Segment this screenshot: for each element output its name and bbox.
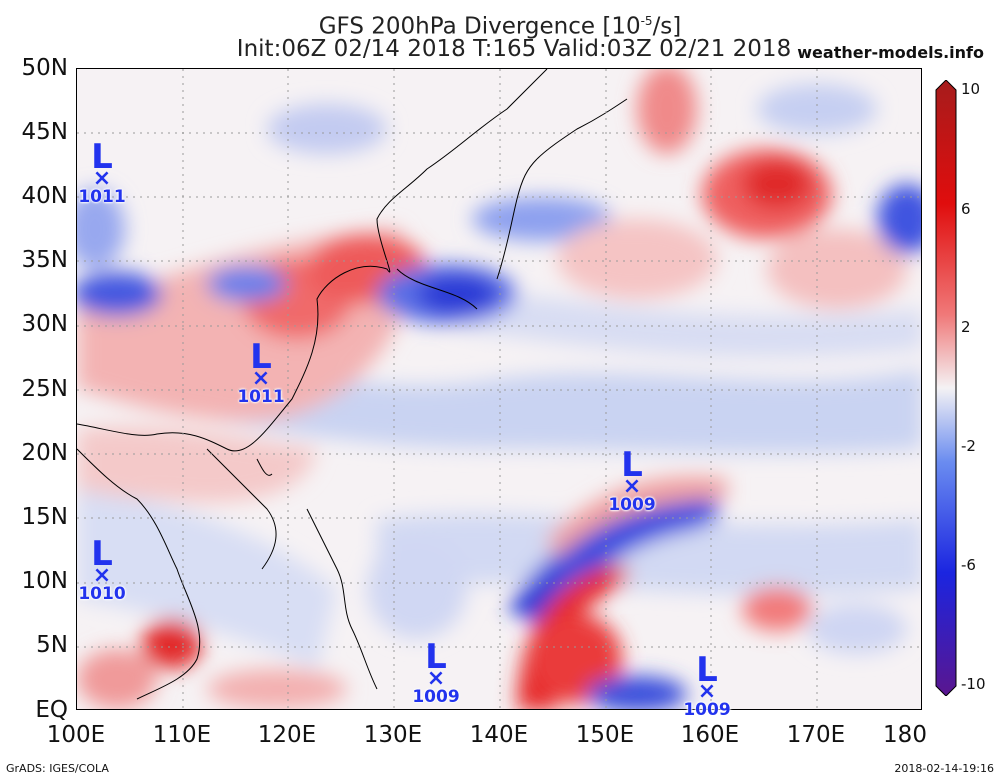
low-pressure: 1009	[412, 687, 460, 707]
low-center-x: ×	[622, 474, 642, 499]
colorbar-label: 10	[961, 80, 981, 98]
colorbar-label: 2	[961, 318, 971, 336]
lon-label: 100E	[46, 722, 106, 748]
colorbar-label: -10	[961, 675, 986, 693]
lon-label: 160E	[680, 722, 740, 748]
footer-timestamp: 2018-02-14-19:16	[894, 762, 994, 775]
low-symbol: L	[91, 534, 113, 574]
lon-label: 110E	[152, 722, 212, 748]
low-center-x: ×	[92, 166, 112, 191]
low-pressure: 1009	[608, 495, 656, 515]
lat-label: 5N	[36, 632, 68, 658]
low-symbol: L	[250, 337, 272, 377]
low-center-x: ×	[426, 666, 446, 691]
low-pressure: 1011	[237, 387, 285, 407]
low-symbol: L	[696, 650, 718, 690]
lat-label: 40N	[21, 183, 68, 209]
footer-grads: GrADS: IGES/COLA	[6, 762, 109, 775]
colorbar-label: -2	[961, 437, 976, 455]
low-marker: L × 1011	[72, 140, 132, 206]
low-symbol: L	[621, 445, 643, 485]
lon-label: 150E	[575, 722, 635, 748]
lon-label: 180	[883, 722, 927, 748]
lon-label: 170E	[786, 722, 846, 748]
low-pressure: 1011	[78, 187, 126, 207]
lat-label: EQ	[35, 697, 68, 723]
low-pressure: 1010	[78, 584, 126, 604]
low-center-x: ×	[697, 679, 717, 704]
colorbar-label: 6	[961, 200, 971, 218]
lat-label: 25N	[21, 376, 68, 402]
low-marker: L × 1011	[231, 340, 291, 406]
source-credit: weather-models.info	[797, 43, 984, 62]
lat-label: 45N	[21, 119, 68, 145]
lat-label: 10N	[21, 568, 68, 594]
graticule	[77, 69, 921, 709]
map-subtitle: Init:06Z 02/14 2018 T:165 Valid:03Z 02/2…	[236, 36, 792, 62]
low-marker: L × 1009	[602, 448, 662, 514]
low-symbol: L	[91, 137, 113, 177]
lon-label: 120E	[257, 722, 317, 748]
low-marker: L × 1009	[406, 640, 466, 706]
low-marker: L × 1010	[72, 537, 132, 603]
coastlines	[77, 69, 628, 700]
map-title: GFS 200hPa Divergence [10-5/s]	[318, 13, 682, 40]
colorbar-label: -6	[961, 556, 976, 574]
divergence-field	[77, 69, 921, 709]
low-marker: L × 1009	[677, 653, 737, 719]
lat-label: 20N	[21, 440, 68, 466]
field-blobs	[77, 69, 921, 709]
lat-label: 30N	[21, 311, 68, 337]
lon-label: 140E	[469, 722, 529, 748]
lat-label: 35N	[21, 247, 68, 273]
divergence-map	[76, 68, 922, 710]
low-symbol: L	[425, 637, 447, 677]
colorbar	[935, 80, 957, 696]
lat-label: 50N	[21, 55, 68, 81]
low-center-x: ×	[251, 366, 271, 391]
lat-label: 15N	[21, 504, 68, 530]
lon-label: 130E	[363, 722, 423, 748]
low-center-x: ×	[92, 563, 112, 588]
low-pressure: 1009	[683, 700, 731, 720]
